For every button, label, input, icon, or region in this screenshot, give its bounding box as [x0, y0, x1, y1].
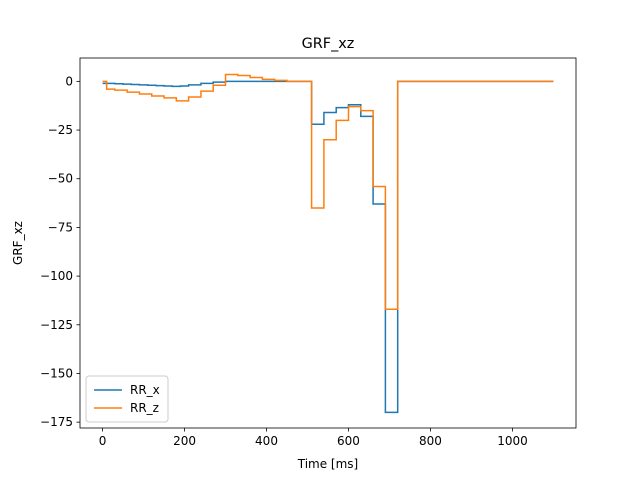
legend-label: RR_x	[130, 383, 160, 397]
legend: RR_x RR_z	[85, 375, 169, 423]
legend-box	[85, 375, 169, 423]
y-tick-label: −150	[40, 366, 73, 380]
x-tick-label: 1000	[497, 434, 528, 448]
y-tick-label: −75	[48, 220, 73, 234]
x-tick-label: 400	[255, 434, 278, 448]
x-axis-label: Time [ms]	[297, 457, 359, 471]
x-tick-label: 200	[173, 434, 196, 448]
y-axis-ticks: 0 −25 −50 −75 −100 −125 −150 −175	[40, 74, 80, 429]
chart-title: GRF_xz	[302, 36, 355, 52]
x-tick-label: 600	[337, 434, 360, 448]
y-axis-label: GRF_xz	[11, 221, 25, 265]
y-tick-label: −100	[40, 269, 73, 283]
axes-frame	[79, 57, 577, 429]
x-axis-ticks: 0 200 400 600 800 1000	[99, 428, 528, 448]
series-line-rr-z	[102, 73, 554, 310]
x-tick-label: 800	[419, 434, 442, 448]
y-tick-label: −175	[40, 415, 73, 429]
legend-label: RR_z	[130, 401, 159, 415]
y-tick-label: −125	[40, 318, 73, 332]
series-line-rr-x	[102, 80, 554, 414]
x-tick-label: 0	[99, 434, 107, 448]
y-tick-label: 0	[65, 74, 73, 88]
y-tick-label: −50	[48, 172, 73, 186]
y-tick-label: −25	[48, 123, 73, 137]
plot-lines	[102, 73, 554, 414]
